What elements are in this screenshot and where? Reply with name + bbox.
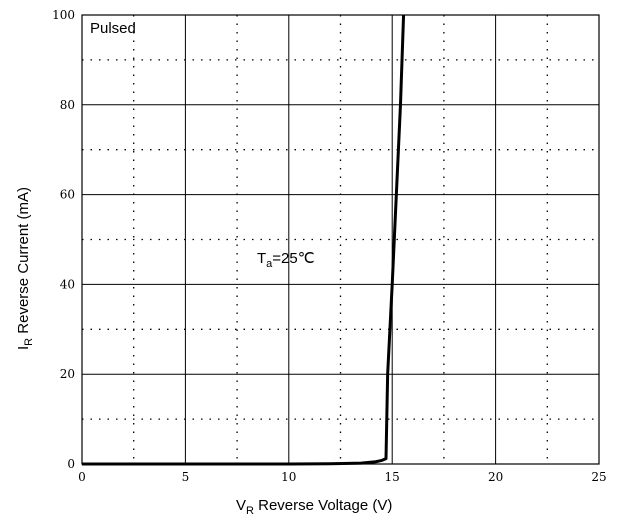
x-tick-label: 10 [281,470,296,484]
y-tick-label: 20 [60,367,75,381]
y-tick-label: 100 [52,8,75,22]
x-axis-label: VR Reverse Voltage (V) [236,497,392,517]
tick-labels: 0 5 10 15 20 25 0 20 40 60 80 100 [52,8,607,484]
grid [82,15,599,464]
temperature-label: Ta=25℃ [257,250,315,270]
reverse-current-curve [82,14,406,466]
y-axis-label: IR Reverse Current (mA) [15,187,35,350]
y-tick-label: 40 [60,277,75,291]
y-tick-label: 60 [60,188,75,202]
x-tick-label: 0 [78,470,86,484]
x-tick-label: 20 [488,470,503,484]
pulsed-label: Pulsed [90,20,136,37]
x-tick-label: 15 [385,470,400,484]
x-tick-label: 25 [591,470,606,484]
x-tick-label: 5 [182,470,190,484]
y-tick-label: 80 [60,98,75,112]
y-tick-label: 0 [67,457,75,471]
